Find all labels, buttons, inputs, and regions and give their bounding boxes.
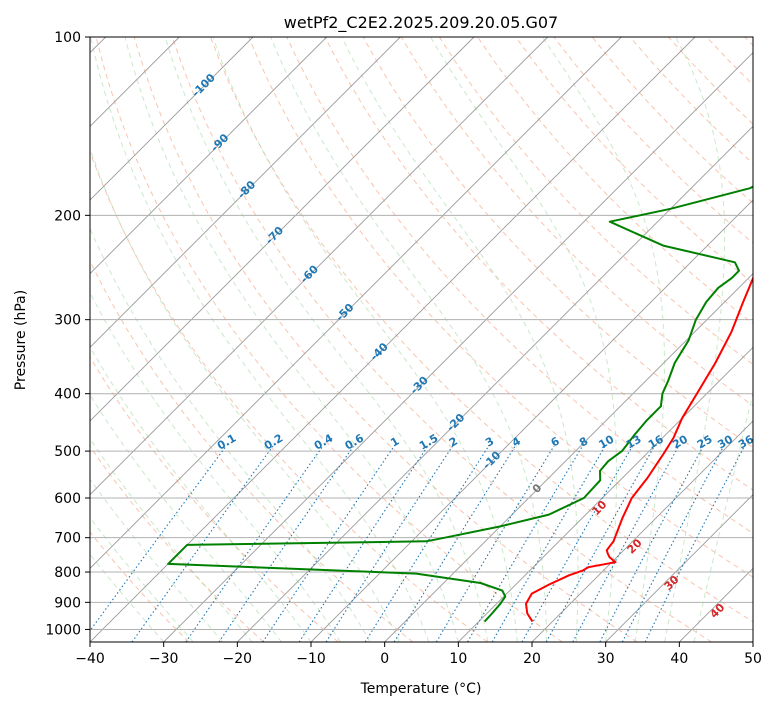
y-tick-label: 700: [54, 531, 81, 547]
profile-lines: [167, 185, 753, 623]
x-axis-title: Temperature (°C): [360, 681, 482, 697]
isotherm-line: [90, 37, 401, 348]
temperature-profile-line: [525, 275, 753, 623]
y-tick-label: 200: [54, 208, 81, 224]
y-tick-label: 800: [54, 565, 81, 581]
moist-adiabat-line: [90, 394, 282, 642]
moist-adiabat-line: [90, 553, 165, 642]
x-axis: −40 −30 −20 −10 0 10 20 30 40 50: [75, 642, 762, 667]
y-tick-label: 900: [54, 595, 81, 611]
plot-frame: [89, 36, 754, 643]
dry-adiabat-line: [90, 150, 488, 642]
isotherm-line: [90, 37, 475, 422]
mixing-ratio-line: [325, 445, 454, 642]
x-tick-label: 50: [744, 651, 762, 667]
x-tick-label: 0: [380, 651, 389, 667]
mixing-ratio-line: [131, 445, 274, 642]
y-axis: 100 200 300 400 500 600 700 800 900 1000: [45, 30, 90, 638]
mixing-ratio-line: [545, 445, 656, 642]
mixing-ratio-line: [185, 445, 324, 642]
dry-adiabat-line: [90, 356, 339, 642]
y-tick-label: 600: [54, 491, 81, 507]
mixing-ratio-line: [644, 445, 746, 642]
isotherm-line: [90, 37, 696, 642]
moist-adiabat-line: [90, 227, 371, 642]
mixing-ratio-line: [467, 445, 584, 642]
isotherm-line: [90, 37, 254, 201]
background-lines: [90, 37, 753, 642]
dry-adiabat-line: [90, 531, 190, 642]
dry-adiabat-line: [248, 37, 753, 578]
moist-adiabat-line: [341, 37, 579, 642]
mixing-ratio-line: [621, 445, 725, 642]
isotherm-line: [458, 346, 753, 642]
x-tick-label: 10: [449, 651, 467, 667]
moist-adiabat-line: [124, 37, 459, 642]
mixing-ratio-line: [298, 445, 429, 642]
x-tick-label: −10: [296, 651, 326, 667]
isotherm-line: [90, 37, 622, 569]
moist-adiabat-line: [90, 345, 312, 642]
isotherm-line: [90, 37, 548, 496]
y-axis-title: Pressure (hPa): [13, 290, 29, 390]
mixing-ratio-line: [364, 445, 490, 642]
moist-adiabat-line: [90, 37, 430, 642]
mixing-ratio-line: [262, 445, 395, 642]
mixing-ratio-line: [393, 445, 516, 642]
moist-adiabat-line: [664, 37, 726, 642]
isotherm-line: [531, 420, 753, 642]
mixing-ratio-line: [521, 445, 633, 642]
isotherm-line: [90, 37, 327, 275]
moist-adiabat-line: [90, 516, 194, 642]
dry-adiabat-line: [95, 37, 563, 642]
isotherm-line: [605, 494, 753, 642]
x-tick-label: 40: [670, 651, 688, 667]
dewpoint-profile-line: [167, 185, 753, 623]
y-tick-label: 1000: [45, 622, 81, 638]
dry-adiabat-line: [515, 37, 753, 284]
moist-adiabat-line: [90, 437, 253, 642]
y-tick-label: 100: [54, 30, 81, 46]
moist-adiabat-line: [90, 147, 400, 642]
isotherm-line: [384, 273, 753, 642]
x-tick-label: −20: [223, 651, 253, 667]
dry-adiabat-line: [210, 37, 753, 623]
chart-title: wetPf2_C2E2.2025.209.20.05.G07: [284, 13, 558, 33]
x-tick-label: 30: [597, 651, 615, 667]
dry-adiabat-line: [400, 37, 753, 407]
y-tick-label: 400: [54, 387, 81, 403]
x-tick-label: −40: [75, 651, 105, 667]
isotherm-line: [163, 52, 753, 642]
mixing-ratio-line: [435, 445, 555, 642]
moist-adiabat-line: [430, 37, 617, 642]
x-tick-label: 20: [523, 651, 541, 667]
moist-adiabat-line: [90, 478, 223, 642]
moist-adiabat-line: [164, 37, 489, 642]
dry-adiabat-line: [90, 445, 264, 642]
x-tick-label: −30: [149, 651, 179, 667]
dry-adiabat-line: [438, 37, 753, 366]
isotherm-line: [237, 125, 753, 642]
y-tick-label: 500: [54, 444, 81, 460]
moist-adiabat-line: [212, 37, 518, 642]
mixing-ratio-line: [218, 445, 355, 642]
y-tick-label: 300: [54, 313, 81, 329]
dry-adiabat-line: [171, 37, 712, 642]
moist-adiabat-line: [542, 37, 665, 642]
